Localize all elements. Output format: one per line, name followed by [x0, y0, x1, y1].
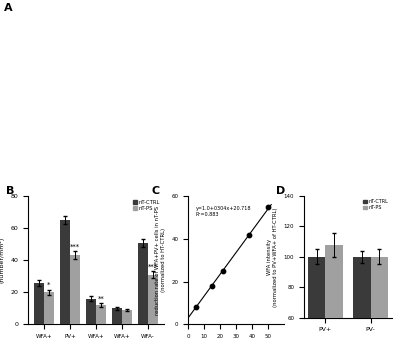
Bar	[308, 257, 325, 338]
Text: **: **	[98, 295, 104, 301]
Text: C: C	[152, 186, 160, 196]
Bar	[86, 299, 96, 324]
Bar	[96, 305, 106, 324]
Legend: nT-CTRL, nT-PS: nT-CTRL, nT-PS	[362, 198, 390, 211]
Bar	[60, 220, 70, 324]
Point	[193, 305, 199, 310]
Legend: nT-CTRL, nT-PS: nT-CTRL, nT-PS	[132, 199, 161, 212]
Point	[246, 232, 252, 237]
Text: ***: ***	[70, 243, 80, 249]
Bar	[34, 283, 44, 324]
Point	[209, 283, 215, 289]
Text: *: *	[47, 282, 51, 288]
Point	[265, 204, 271, 210]
Text: y=1.0+0304x+20.718
R²=0.883: y=1.0+0304x+20.718 R²=0.883	[196, 206, 251, 217]
Text: B: B	[6, 186, 15, 196]
Bar	[354, 257, 371, 338]
Point	[220, 268, 226, 274]
Y-axis label: WFA intensity
(normalized to PV+WFA+ of HT-CTRL): WFA intensity (normalized to PV+WFA+ of …	[268, 207, 278, 307]
Y-axis label: density
(number/mm²): density (number/mm²)	[0, 237, 5, 283]
Text: A: A	[4, 3, 13, 14]
Bar	[70, 256, 80, 324]
Text: ***: ***	[148, 264, 158, 270]
Bar	[44, 292, 54, 324]
Y-axis label: reduction rate of WFA+PV+ cells in nT-PS
(normalized to HT-CTRL): reduction rate of WFA+PV+ cells in nT-PS…	[155, 206, 166, 315]
Bar	[148, 275, 158, 324]
Text: D: D	[276, 186, 285, 196]
Bar	[138, 243, 148, 324]
Bar	[325, 245, 342, 338]
Bar	[122, 310, 132, 324]
Bar	[112, 308, 122, 324]
Bar	[371, 257, 388, 338]
